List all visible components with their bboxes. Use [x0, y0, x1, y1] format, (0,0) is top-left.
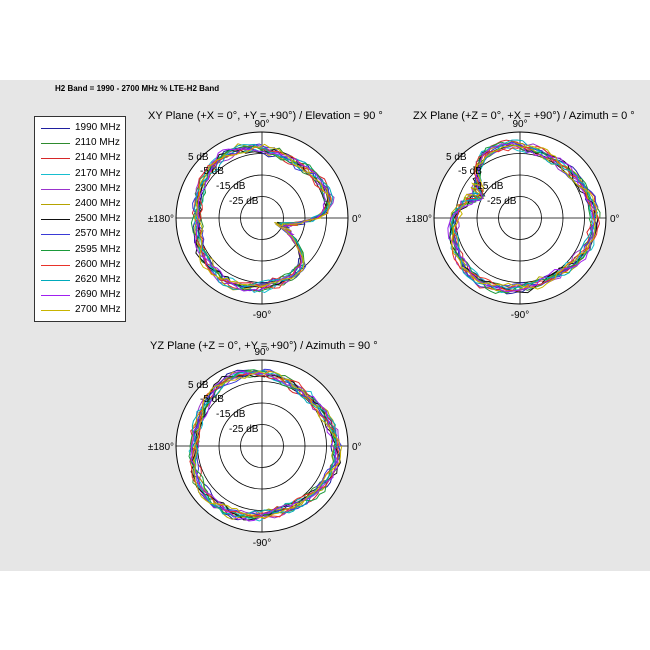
pattern-trace [192, 368, 342, 517]
legend-item: 2170 MHz [35, 167, 127, 182]
pattern-trace [451, 141, 594, 295]
angle-label-minus90: -90° [253, 310, 271, 321]
legend-swatch [41, 249, 70, 251]
legend-label: 2600 MHz [75, 258, 121, 270]
legend-swatch [41, 128, 70, 129]
angle-label-90: 90° [254, 347, 269, 358]
legend-swatch [41, 204, 70, 205]
radial-tick-label: -5 dB [200, 394, 224, 405]
frequency-legend: 1990 MHz 2110 MHz 2140 MHz 2170 MHz 2300 MHz… [34, 116, 126, 322]
legend-label: 1990 MHz [75, 122, 121, 133]
legend-item: 2620 MHz [35, 273, 127, 288]
angle-label-90: 90° [254, 119, 269, 130]
radial-tick-label: -5 dB [458, 166, 482, 177]
legend-label: 2500 MHz [75, 213, 121, 225]
plot-title: ZX Plane (+Z = 0°, +X = +90°) / Azimuth … [413, 110, 635, 122]
legend-item: 2600 MHz [35, 258, 127, 273]
band-title: H2 Band = 1990 - 2700 MHz % LTE-H2 Band [55, 84, 220, 93]
legend-label: 2170 MHz [75, 167, 121, 179]
radial-tick-label: -15 dB [216, 181, 246, 192]
pattern-trace [447, 142, 596, 293]
radial-tick-label: 5 dB [446, 152, 467, 163]
radial-tick-label: 5 dB [188, 152, 209, 163]
legend-item: 2570 MHz [35, 227, 127, 242]
legend-item: 2110 MHz [35, 136, 127, 151]
legend-swatch [41, 188, 70, 190]
legend-swatch [41, 295, 70, 297]
pattern-trace [450, 139, 598, 290]
legend-label: 2620 MHz [75, 274, 121, 285]
pattern-trace [194, 147, 327, 292]
plot-title: YZ Plane (+Z = 0°, +Y = +90°) / Azimuth … [150, 340, 378, 352]
radial-tick-label: -15 dB [474, 181, 504, 192]
angle-label-180: ±180° [406, 214, 432, 225]
legend-item: 2700 MHz [35, 303, 127, 318]
legend-item: 2500 MHz [35, 212, 127, 227]
legend-label: 2570 MHz [75, 228, 121, 240]
legend-item: 2595 MHz [35, 243, 127, 258]
legend-swatch [41, 219, 70, 221]
plot-title: XY Plane (+X = 0°, +Y = +90°) / Elevatio… [148, 110, 383, 122]
legend-label: 2595 MHz [75, 243, 121, 255]
legend-item: 2400 MHz [35, 197, 127, 212]
radial-tick-label: -25 dB [229, 196, 259, 207]
legend-swatch [41, 264, 70, 266]
radial-tick-label: -5 dB [200, 166, 224, 177]
pattern-trace [190, 370, 339, 522]
angle-label-0: 0° [352, 442, 362, 453]
legend-swatch [41, 280, 70, 281]
pattern-trace [188, 369, 337, 519]
angle-label-0: 0° [352, 214, 362, 225]
angle-label-90: 90° [512, 119, 527, 130]
legend-swatch [41, 234, 70, 236]
legend-label: 2300 MHz [75, 182, 121, 194]
legend-item: 1990 MHz [35, 121, 127, 136]
pattern-trace [193, 370, 343, 519]
radial-tick-label: 5 dB [188, 380, 209, 391]
legend-swatch [41, 158, 70, 160]
pattern-trace [450, 144, 598, 290]
angle-label-180: ±180° [148, 214, 174, 225]
angle-label-0: 0° [610, 214, 620, 225]
angle-label-minus90: -90° [253, 538, 271, 549]
legend-item: 2140 MHz [35, 151, 127, 166]
pattern-trace [195, 143, 331, 288]
radial-tick-label: -25 dB [229, 424, 259, 435]
legend-item: 2300 MHz [35, 182, 127, 197]
legend-label: 2110 MHz [75, 137, 120, 149]
legend-item: 2690 MHz [35, 288, 127, 303]
legend-swatch [41, 173, 70, 175]
legend-label: 2690 MHz [75, 289, 121, 301]
angle-label-minus90: -90° [511, 310, 529, 321]
angle-label-180: ±180° [148, 442, 174, 453]
radial-tick-label: -15 dB [216, 409, 246, 420]
radial-tick-label: -25 dB [487, 196, 517, 207]
legend-label: 2140 MHz [75, 152, 121, 164]
pattern-trace [193, 143, 331, 291]
legend-swatch [41, 310, 70, 312]
legend-label: 2400 MHz [75, 198, 121, 209]
legend-swatch [41, 143, 70, 145]
legend-label: 2700 MHz [75, 304, 121, 316]
